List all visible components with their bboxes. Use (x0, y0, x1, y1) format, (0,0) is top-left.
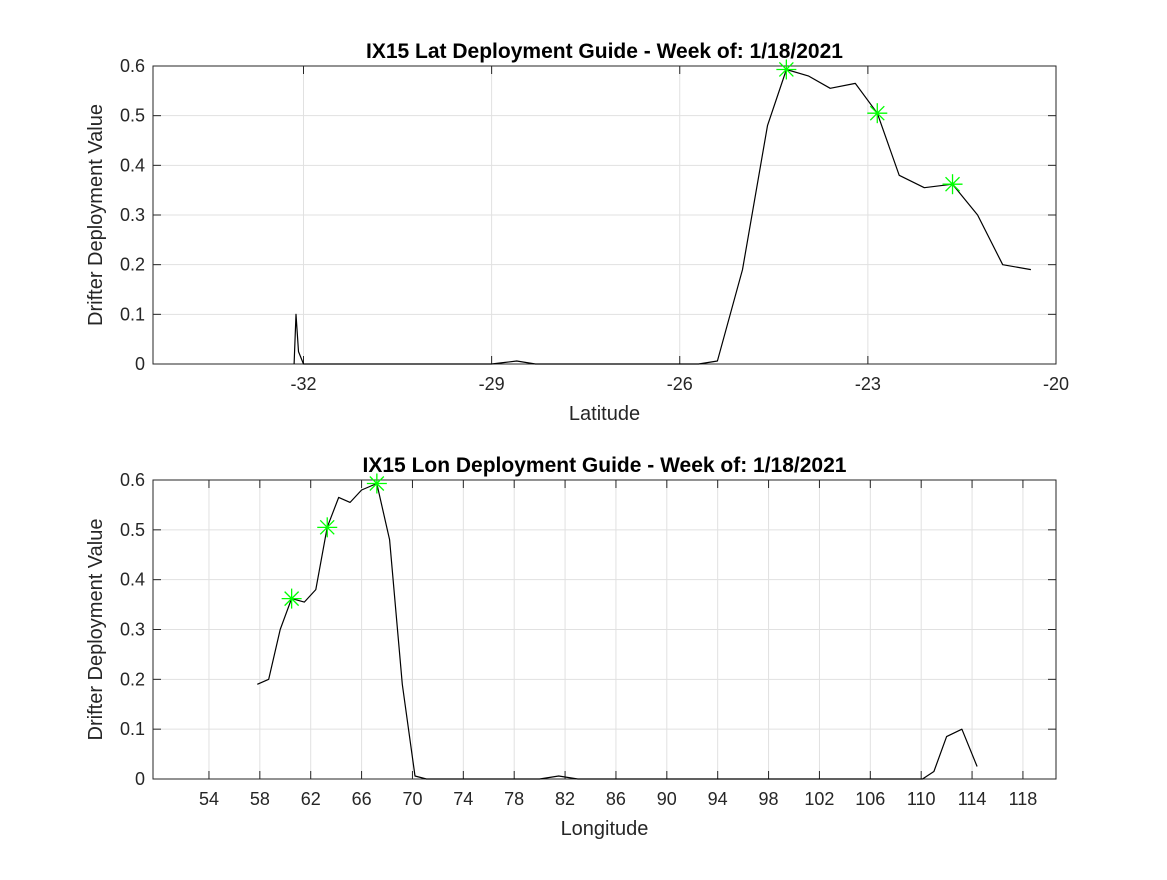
x-tick-label: 54 (199, 789, 219, 809)
x-axis-label: Longitude (561, 818, 649, 840)
asterisk-marker (281, 588, 302, 609)
asterisk-stroke (869, 105, 885, 121)
y-tick-label: 0 (135, 769, 145, 789)
x-tick-label: -23 (855, 374, 881, 394)
chart-title: IX15 Lon Deployment Guide - Week of: 1/1… (363, 454, 847, 477)
x-tick-label: -20 (1043, 374, 1069, 394)
y-tick-label: 0.3 (120, 620, 145, 640)
chart-1: -32 -29 -26 -23 -20 0 0.1 0.2 0.3 0.4 0.5 0.6 IX15 L… (85, 40, 1069, 425)
y-axis-label: Drifter Deployment Value (85, 104, 107, 326)
x-tick-label: 70 (402, 789, 422, 809)
asterisk-stroke (369, 476, 385, 491)
y-tick-label: 0.4 (120, 155, 145, 175)
chart-2: 54 58 62 66 70 74 78 82 86 90 94 98 102 106 110 114 118 0… (85, 454, 1057, 840)
x-tick-label: 102 (804, 789, 834, 809)
y-tick-label: 0.4 (120, 570, 145, 590)
x-tick-label: 94 (708, 789, 728, 809)
y-tick-label: 0.1 (120, 304, 145, 324)
y-tick-label: 0.5 (120, 520, 145, 540)
x-tick-label: -26 (667, 374, 693, 394)
x-axis-label: Latitude (569, 403, 640, 425)
x-tick-label: -32 (290, 374, 316, 394)
series-line (293, 68, 1032, 365)
asterisk-marker (942, 174, 963, 195)
x-tick-label: 90 (657, 789, 677, 809)
asterisk-marker (366, 473, 387, 494)
y-tick-label: 0.6 (120, 470, 145, 490)
x-tick-label: 62 (301, 789, 321, 809)
y-tick-label: 0.3 (120, 205, 145, 225)
asterisk-stroke (945, 176, 960, 192)
x-tick-label: 78 (504, 789, 524, 809)
x-tick-label: 110 (907, 789, 936, 809)
chart-title: IX15 Lat Deployment Guide - Week of: 1/1… (366, 40, 843, 63)
x-tick-label: -29 (479, 374, 505, 394)
y-tick-label: 0.6 (120, 56, 145, 76)
series-line (257, 482, 978, 780)
x-tick-label: 58 (250, 789, 270, 809)
y-tick-label: 0.2 (120, 255, 145, 275)
asterisk-marker (867, 103, 888, 124)
x-tick-label: 86 (606, 789, 626, 809)
y-axis-label: Drifter Deployment Value (85, 519, 107, 741)
x-tick-label: 118 (1009, 789, 1038, 809)
x-tick-label: 74 (453, 789, 473, 809)
x-tick-label: 66 (352, 789, 372, 809)
asterisk-marker (776, 59, 797, 80)
y-tick-label: 0.2 (120, 669, 145, 689)
asterisk-stroke (319, 519, 335, 535)
x-tick-label: 82 (555, 789, 575, 809)
y-tick-label: 0 (135, 354, 145, 374)
x-tick-label: 106 (855, 789, 885, 809)
y-tick-label: 0.1 (120, 719, 145, 739)
x-tick-label: 98 (759, 789, 779, 809)
y-tick-label: 0.5 (120, 106, 145, 126)
asterisk-stroke (778, 62, 794, 77)
asterisk-marker (317, 517, 338, 538)
x-tick-label: 114 (958, 789, 987, 809)
asterisk-stroke (284, 591, 300, 607)
